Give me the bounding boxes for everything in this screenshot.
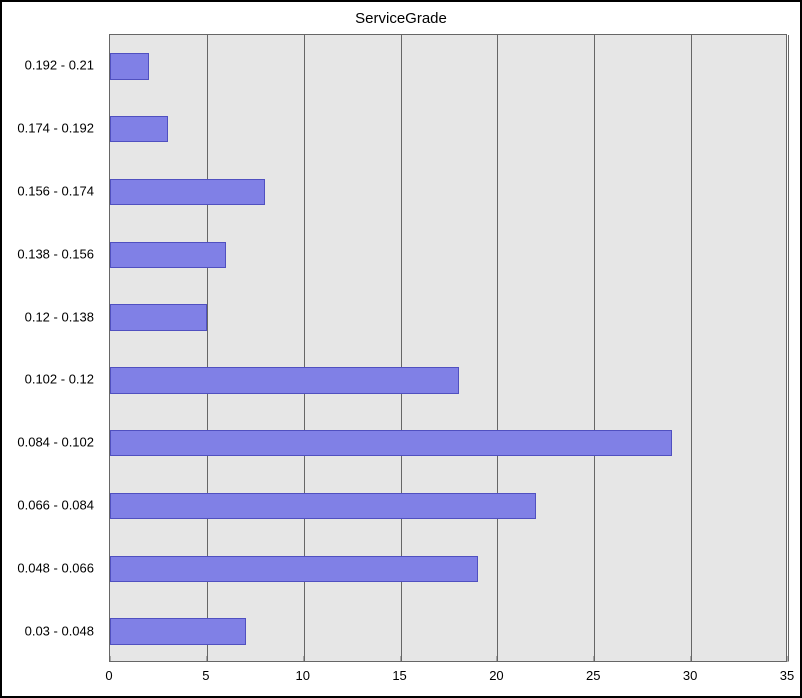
x-tick — [594, 656, 595, 662]
x-tick — [303, 656, 304, 662]
x-tick-label: 15 — [392, 668, 406, 683]
x-tick — [497, 656, 498, 662]
plot-area — [109, 34, 787, 662]
y-tick-label: 0.066 - 0.084 — [17, 498, 94, 513]
bar — [110, 53, 149, 79]
chart-title: ServiceGrade — [2, 10, 800, 27]
y-tick-label: 0.12 - 0.138 — [25, 309, 94, 324]
bar — [110, 116, 168, 142]
y-tick-label: 0.03 - 0.048 — [25, 623, 94, 638]
y-tick-label: 0.102 - 0.12 — [25, 372, 94, 387]
x-tick — [691, 656, 692, 662]
bar — [110, 430, 672, 456]
bar — [110, 304, 207, 330]
y-tick-label: 0.138 - 0.156 — [17, 246, 94, 261]
gridline — [788, 35, 789, 661]
x-tick-label: 10 — [295, 668, 309, 683]
y-tick-label: 0.084 - 0.102 — [17, 435, 94, 450]
x-tick — [110, 656, 111, 662]
bar — [110, 493, 536, 519]
x-tick-label: 0 — [105, 668, 112, 683]
x-axis-labels: 05101520253035 — [109, 664, 787, 688]
y-tick-label: 0.174 - 0.192 — [17, 121, 94, 136]
x-tick-label: 35 — [780, 668, 794, 683]
gridline — [691, 35, 692, 661]
x-tick-label: 5 — [202, 668, 209, 683]
gridline — [497, 35, 498, 661]
x-tick-label: 25 — [586, 668, 600, 683]
gridline — [594, 35, 595, 661]
x-tick — [206, 656, 207, 662]
x-tick-label: 20 — [489, 668, 503, 683]
x-tick — [400, 656, 401, 662]
bar — [110, 367, 459, 393]
y-tick-label: 0.156 - 0.174 — [17, 184, 94, 199]
bar — [110, 242, 226, 268]
chart-container: ServiceGrade 0.03 - 0.0480.048 - 0.0660.… — [0, 0, 802, 698]
y-axis-labels: 0.03 - 0.048 0.048 - 0.066 0.066 - 0.084 0.… — [2, 34, 102, 662]
y-tick-label: 0.192 - 0.21 — [25, 58, 94, 73]
bar — [110, 618, 246, 644]
bar — [110, 179, 265, 205]
x-tick-label: 30 — [683, 668, 697, 683]
y-tick-label: 0.048 - 0.066 — [17, 560, 94, 575]
bar — [110, 556, 478, 582]
x-tick — [788, 656, 789, 662]
